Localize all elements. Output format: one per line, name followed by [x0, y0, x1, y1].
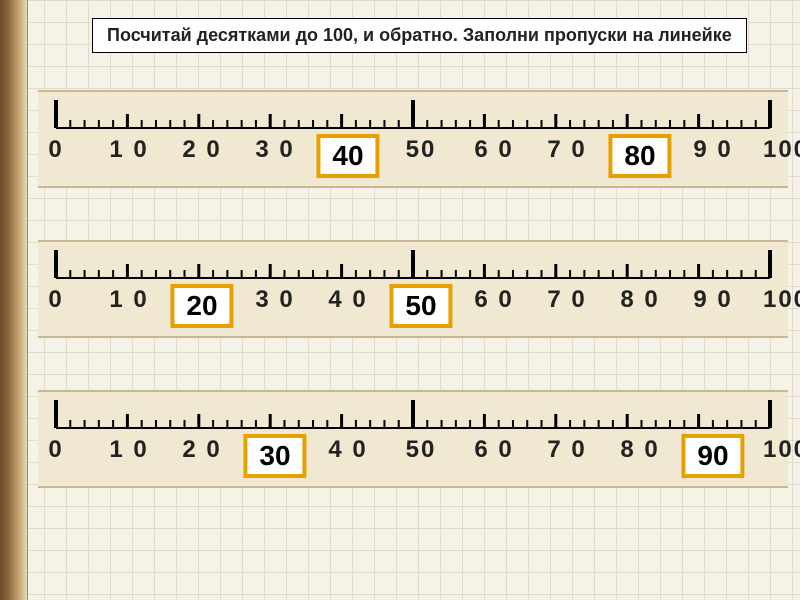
tick-label: 3 0 — [255, 286, 294, 314]
tick-label: 7 0 — [547, 436, 586, 464]
tick-label: 6 0 — [474, 436, 513, 464]
ruler-row-1: 01 02 03 0506 07 09 01004080 — [38, 90, 788, 188]
tick-label: 2 0 — [182, 136, 221, 164]
ruler-labels-2: 01 03 04 06 07 08 09 01002050 — [48, 286, 778, 326]
tick-label: 6 0 — [474, 286, 513, 314]
tick-label: 2 0 — [182, 436, 221, 464]
tick-label: 50 — [406, 136, 437, 164]
spine-decoration — [0, 0, 28, 600]
tick-label: 50 — [406, 436, 437, 464]
tick-label: 9 0 — [693, 136, 732, 164]
tick-label: 9 0 — [693, 286, 732, 314]
answer-box: 20 — [170, 284, 233, 328]
tick-label: 7 0 — [547, 286, 586, 314]
answer-box: 90 — [681, 434, 744, 478]
ruler-row-3: 01 02 04 0506 07 08 01003090 — [38, 390, 788, 488]
tick-label: 3 0 — [255, 136, 294, 164]
tick-label: 1 0 — [109, 286, 148, 314]
tick-label: 0 — [48, 436, 63, 464]
answer-box: 40 — [316, 134, 379, 178]
tick-label: 4 0 — [328, 436, 367, 464]
tick-label: 100 — [763, 136, 800, 164]
ruler-ticks-3 — [48, 398, 778, 430]
tick-label: 4 0 — [328, 286, 367, 314]
tick-label: 1 0 — [109, 436, 148, 464]
instruction-title: Посчитай десятками до 100, и обратно. За… — [92, 18, 747, 53]
ruler-labels-1: 01 02 03 0506 07 09 01004080 — [48, 136, 778, 176]
tick-label: 100 — [763, 436, 800, 464]
tick-label: 0 — [48, 286, 63, 314]
answer-box: 50 — [389, 284, 452, 328]
tick-label: 100 — [763, 286, 800, 314]
tick-label: 8 0 — [620, 286, 659, 314]
ruler-labels-3: 01 02 04 0506 07 08 01003090 — [48, 436, 778, 476]
tick-label: 0 — [48, 136, 63, 164]
tick-label: 6 0 — [474, 136, 513, 164]
answer-box: 30 — [243, 434, 306, 478]
tick-label: 8 0 — [620, 436, 659, 464]
ruler-ticks-2 — [48, 248, 778, 280]
answer-box: 80 — [608, 134, 671, 178]
tick-label: 7 0 — [547, 136, 586, 164]
ruler-ticks-1 — [48, 98, 778, 130]
ruler-row-2: 01 03 04 06 07 08 09 01002050 — [38, 240, 788, 338]
tick-label: 1 0 — [109, 136, 148, 164]
